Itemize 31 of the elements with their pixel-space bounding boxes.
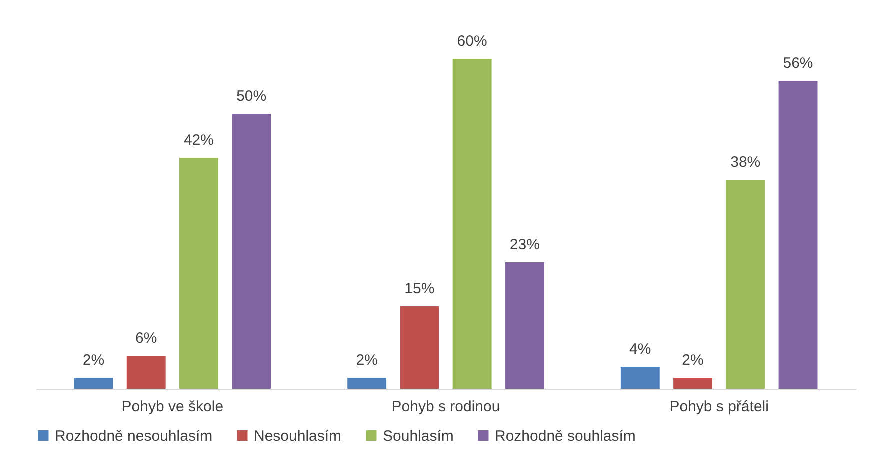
data-label: 38% — [730, 154, 761, 171]
data-label: 2% — [682, 352, 704, 369]
bar — [452, 59, 492, 389]
bar — [400, 306, 440, 389]
bar — [620, 367, 660, 389]
data-label: 42% — [184, 132, 214, 149]
data-label: 4% — [630, 341, 652, 358]
bar — [726, 180, 766, 389]
legend-label: Rozhodně souhlasím — [495, 428, 636, 445]
legend-label: Souhlasím — [383, 428, 454, 445]
x-tick-label: Pohyb s přáteli — [670, 398, 769, 416]
x-tick-label: Pohyb ve škole — [122, 398, 224, 416]
data-label: 60% — [457, 33, 488, 50]
data-label: 56% — [783, 55, 814, 72]
bar — [348, 378, 387, 389]
bar — [505, 262, 544, 389]
data-label: 6% — [136, 330, 158, 347]
data-label: 23% — [510, 236, 540, 254]
data-label: 2% — [82, 352, 105, 369]
bar — [180, 158, 218, 389]
data-label: 50% — [236, 88, 267, 105]
bar — [232, 114, 272, 389]
bar — [74, 378, 114, 389]
legend-label: Rozhodně nesouhlasím — [55, 428, 213, 445]
legend-label: Nesouhlasím — [254, 428, 342, 445]
bar — [674, 378, 712, 389]
data-label: 15% — [404, 280, 435, 298]
data-label: 2% — [356, 352, 378, 369]
bar — [126, 356, 166, 389]
x-tick-label: Pohyb s rodinou — [392, 398, 500, 416]
bar — [778, 81, 818, 389]
